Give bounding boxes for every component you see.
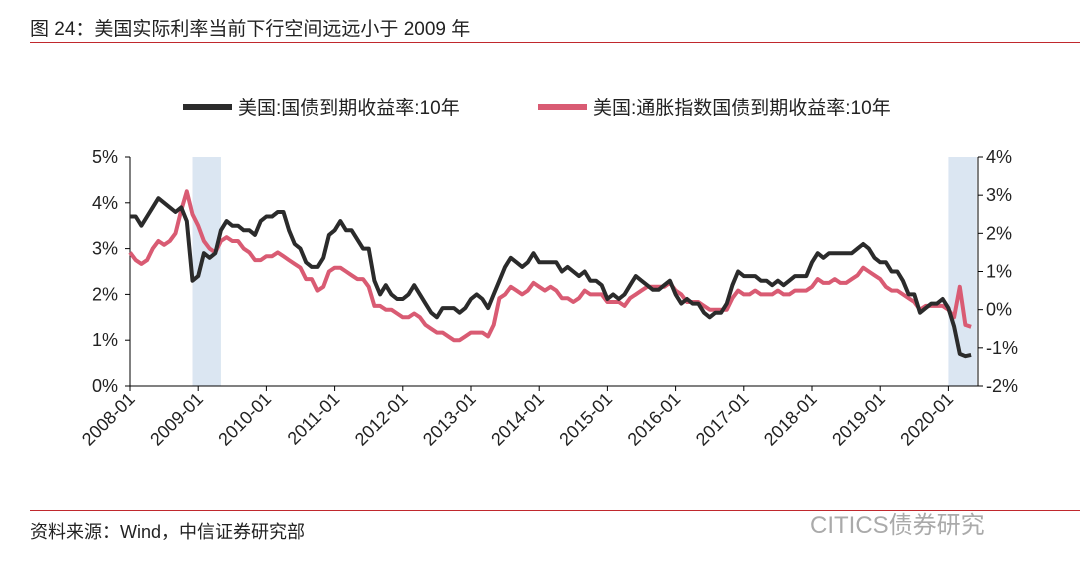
- legend-label-nominal: 美国:国债到期收益率:10年: [238, 97, 460, 119]
- left-tick-label: 3%: [92, 239, 118, 259]
- x-tick-label: 2017-01: [692, 389, 753, 450]
- source-note: 资料来源：Wind，中信证券研究部: [30, 522, 306, 542]
- left-tick-label: 2%: [92, 284, 118, 304]
- right-tick-label: -2%: [986, 376, 1018, 396]
- chart: 0% 1% 2% 3% 4% 5% -2% -1% 0% 1% 2% 3% 4% 2008-01 2009-…: [78, 97, 1018, 450]
- x-tick-label: 2015-01: [555, 389, 616, 450]
- x-tick-label: 2011-01: [284, 389, 344, 449]
- x-tick-label: 2016-01: [624, 389, 685, 450]
- right-tick-label: 4%: [986, 147, 1012, 167]
- right-tick-label: -1%: [986, 338, 1018, 358]
- right-tick-label: 0%: [986, 300, 1012, 320]
- left-tick-label: 0%: [92, 376, 118, 396]
- figure-title: 图 24：美国实际利率当前下行空间远远小于 2009 年: [30, 19, 471, 40]
- series-line-nominal: [130, 196, 972, 359]
- left-tick-label: 5%: [92, 147, 118, 167]
- x-tick-label: 2019-01: [828, 389, 889, 450]
- x-tick-label: 2018-01: [760, 389, 821, 450]
- x-tick-label: 2020-01: [896, 389, 957, 450]
- x-tick-label: 2014-01: [487, 389, 548, 450]
- shaded-period: [192, 157, 221, 386]
- shaded-period: [948, 157, 977, 386]
- left-tick-label: 1%: [92, 330, 118, 350]
- legend: 美国:国债到期收益率:10年 美国:通胀指数国债到期收益率:10年: [183, 97, 891, 119]
- legend-label-tips: 美国:通胀指数国债到期收益率:10年: [593, 97, 891, 119]
- x-tick-label: 2012-01: [351, 389, 412, 450]
- watermark: CITICS债券研究: [810, 512, 985, 539]
- x-tick-label: 2009-01: [146, 389, 207, 450]
- source-divider: [30, 510, 1080, 511]
- left-tick-label: 4%: [92, 193, 118, 213]
- series-line-tips: [128, 189, 972, 343]
- right-tick-label: 3%: [986, 185, 1012, 205]
- title-divider: [30, 42, 1080, 43]
- right-tick-label: 2%: [986, 223, 1012, 243]
- right-tick-label: 1%: [986, 262, 1012, 282]
- x-tick-label: 2008-01: [78, 389, 139, 450]
- x-tick-label: 2010-01: [214, 389, 275, 450]
- x-tick-label: 2013-01: [419, 389, 480, 450]
